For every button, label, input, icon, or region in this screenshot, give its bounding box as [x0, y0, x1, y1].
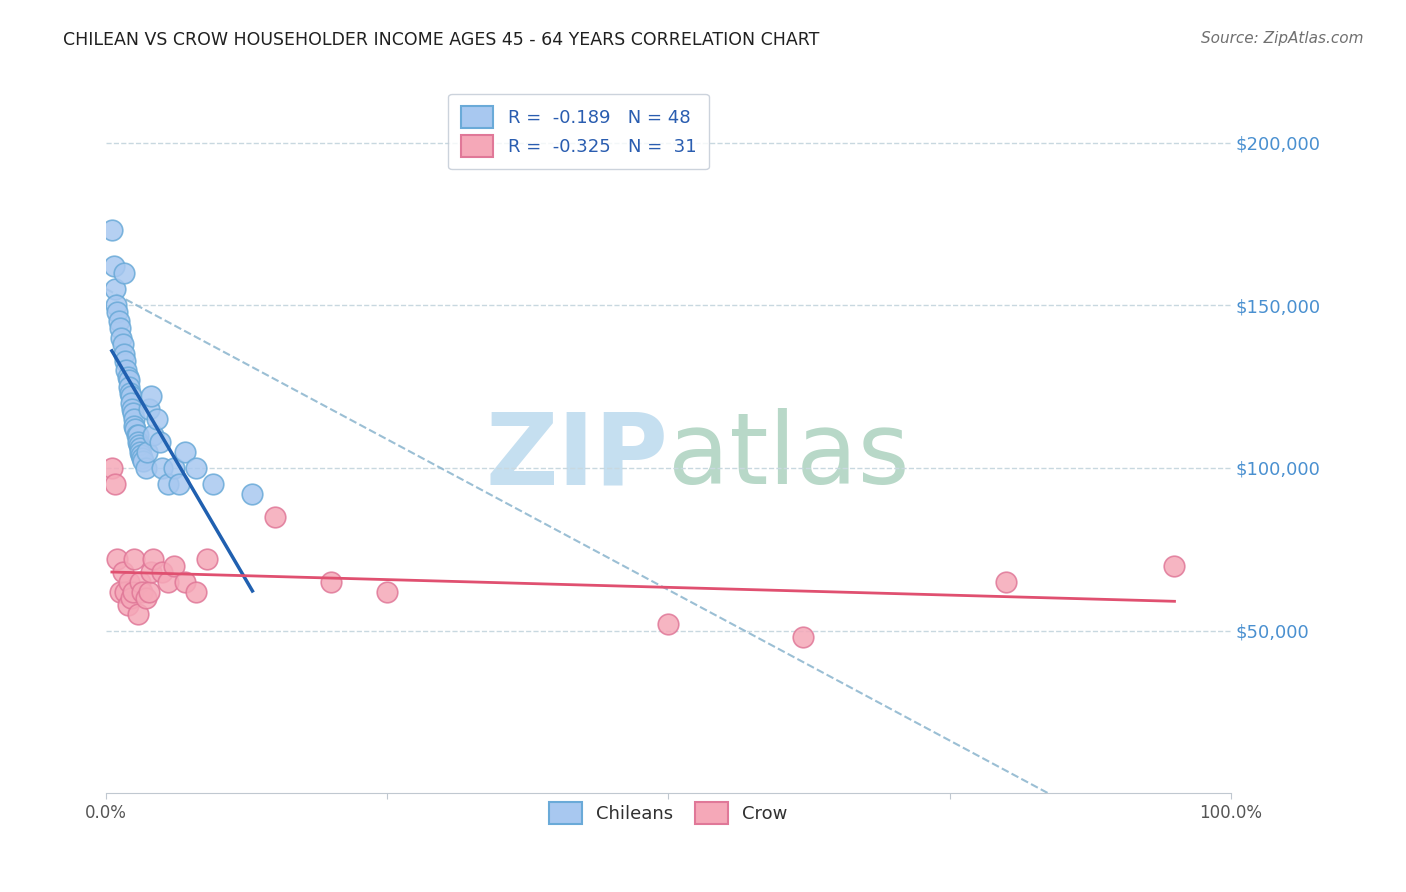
Point — [121, 402, 143, 417]
Point — [125, 428, 148, 442]
Point — [120, 591, 142, 606]
Point — [264, 509, 287, 524]
Point — [135, 461, 157, 475]
Point — [152, 461, 174, 475]
Point — [138, 584, 160, 599]
Point — [163, 461, 186, 475]
Point — [122, 584, 145, 599]
Point — [157, 574, 180, 589]
Point — [112, 337, 135, 351]
Point — [104, 477, 127, 491]
Point — [118, 386, 141, 401]
Point — [127, 434, 149, 449]
Point — [129, 442, 152, 456]
Point — [110, 331, 132, 345]
Point — [114, 353, 136, 368]
Point — [117, 598, 139, 612]
Point — [197, 552, 219, 566]
Point — [135, 444, 157, 458]
Point — [149, 434, 172, 449]
Text: CHILEAN VS CROW HOUSEHOLDER INCOME AGES 45 - 64 YEARS CORRELATION CHART: CHILEAN VS CROW HOUSEHOLDER INCOME AGES … — [63, 31, 820, 49]
Point — [103, 259, 125, 273]
Text: atlas: atlas — [668, 409, 910, 506]
Point — [141, 389, 163, 403]
Point — [112, 347, 135, 361]
Point — [131, 584, 153, 599]
Point — [321, 574, 343, 589]
Point — [108, 584, 131, 599]
Point — [120, 389, 142, 403]
Point — [129, 448, 152, 462]
Point — [174, 574, 197, 589]
Point — [131, 451, 153, 466]
Point — [157, 477, 180, 491]
Point — [105, 298, 128, 312]
Point — [129, 574, 152, 589]
Point — [141, 565, 163, 579]
Point — [174, 444, 197, 458]
Point — [657, 617, 679, 632]
Text: Source: ZipAtlas.com: Source: ZipAtlas.com — [1201, 31, 1364, 46]
Point — [129, 444, 152, 458]
Point — [118, 373, 141, 387]
Point — [117, 369, 139, 384]
Point — [124, 552, 146, 566]
Point — [242, 487, 264, 501]
Point — [114, 584, 136, 599]
Point — [107, 304, 129, 318]
Point — [142, 552, 165, 566]
Point — [127, 428, 149, 442]
Text: ZIP: ZIP — [485, 409, 668, 506]
Point — [163, 558, 186, 573]
Point — [169, 477, 191, 491]
Point — [112, 565, 135, 579]
Point — [118, 379, 141, 393]
Point — [1163, 558, 1185, 573]
Point — [101, 223, 124, 237]
Point — [127, 607, 149, 622]
Point — [142, 428, 165, 442]
Point — [124, 422, 146, 436]
Point — [377, 584, 399, 599]
Point — [118, 574, 141, 589]
Point — [132, 454, 155, 468]
Point — [101, 461, 124, 475]
Point — [107, 552, 129, 566]
Legend: Chileans, Crow: Chileans, Crow — [538, 790, 799, 834]
Point — [128, 438, 150, 452]
Point — [122, 406, 145, 420]
Point — [120, 396, 142, 410]
Point — [152, 565, 174, 579]
Point — [112, 266, 135, 280]
Point — [124, 418, 146, 433]
Point — [135, 591, 157, 606]
Point — [186, 461, 208, 475]
Point — [107, 314, 129, 328]
Point — [186, 584, 208, 599]
Point — [202, 477, 225, 491]
Point — [146, 412, 169, 426]
Point — [138, 402, 160, 417]
Point — [792, 630, 814, 644]
Point — [124, 412, 146, 426]
Point — [108, 321, 131, 335]
Point — [994, 574, 1017, 589]
Point — [115, 363, 138, 377]
Point — [104, 282, 127, 296]
